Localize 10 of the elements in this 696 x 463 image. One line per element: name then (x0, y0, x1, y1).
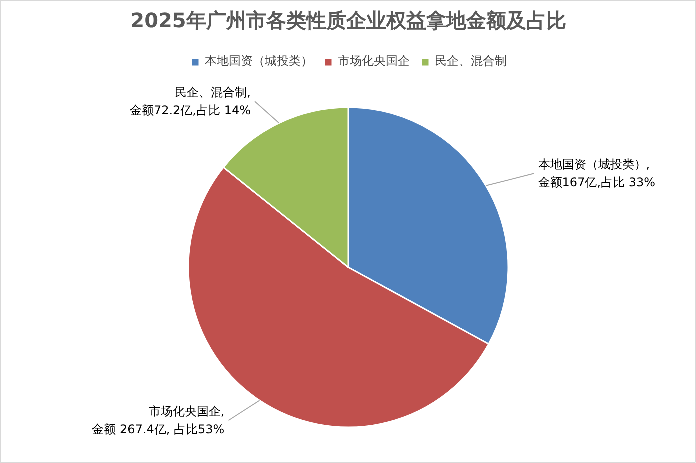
text: 金额72.2亿,占比 14% (130, 104, 251, 118)
category-label: 市场化央国企, (148, 404, 225, 419)
legend-label: 民企、混合制 (435, 53, 507, 70)
category-label: 本地国资（城投类）, (538, 158, 650, 172)
text: 金额 267.4亿, 占比53% (92, 422, 225, 437)
text: 金额167亿,占比 33% (538, 176, 656, 190)
legend-label: 市场化央国企 (338, 53, 410, 70)
chart-title: 2025年广州市各类性质企业权益拿地金额及占比 (130, 8, 566, 32)
legend-label: 本地国资（城投类） (205, 53, 313, 70)
category-label: 民企、混合制, (175, 86, 251, 100)
